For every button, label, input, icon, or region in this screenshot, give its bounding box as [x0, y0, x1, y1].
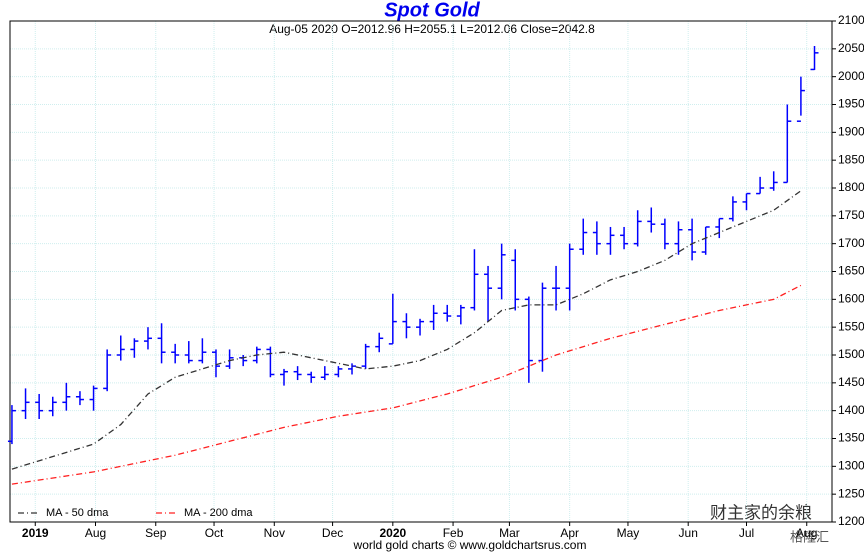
y-tick-label: 1400: [838, 403, 864, 417]
y-tick-label: 1200: [838, 514, 864, 528]
y-tick-label: 1750: [838, 208, 864, 222]
y-tick-label: 1600: [838, 292, 864, 306]
x-tick-label: Apr: [560, 526, 579, 540]
y-tick-label: 1450: [838, 375, 864, 389]
watermark: 财主家的余粮: [710, 503, 812, 522]
y-tick-label: 2100: [838, 13, 864, 27]
y-tick-label: 1250: [838, 486, 864, 500]
x-tick-label: 2020: [379, 526, 406, 540]
y-tick-label: 1350: [838, 431, 864, 445]
x-tick-label: Nov: [264, 526, 285, 540]
footer: world gold charts © www.goldchartsrus.co…: [353, 538, 587, 552]
x-tick-label: Mar: [499, 526, 520, 540]
legend-label: MA - 50 dma: [46, 507, 109, 519]
y-tick-label: 1850: [838, 152, 864, 166]
y-tick-label: 1650: [838, 264, 864, 278]
y-tick-label: 1950: [838, 97, 864, 111]
x-tick-label: Aug: [796, 526, 817, 540]
y-tick-label: 2050: [838, 41, 864, 55]
chart-subtitle: Aug-05 2020 O=2012.96 H=2055.1 L=2012.06…: [269, 22, 595, 36]
x-tick-label: Oct: [205, 526, 224, 540]
chart-title: Spot Gold: [384, 0, 480, 21]
x-tick-label: Jul: [739, 526, 754, 540]
ma-line: [11, 284, 802, 485]
y-tick-label: 1550: [838, 319, 864, 333]
y-tick-label: 1800: [838, 180, 864, 194]
ma-line: [11, 190, 802, 470]
x-tick-label: Sep: [145, 526, 167, 540]
x-tick-label: Jun: [679, 526, 698, 540]
y-tick-label: 2000: [838, 69, 864, 83]
x-tick-label: May: [617, 526, 640, 540]
x-tick-label: Dec: [322, 526, 343, 540]
y-tick-label: 1900: [838, 125, 864, 139]
x-tick-label: Aug: [85, 526, 106, 540]
x-tick-label: Feb: [443, 526, 464, 540]
watermark: 格隆汇: [790, 529, 829, 544]
plot-frame: [9, 20, 833, 523]
legend-label: MA - 200 dma: [184, 507, 253, 519]
y-tick-label: 1300: [838, 459, 864, 473]
y-tick-label: 1700: [838, 236, 864, 250]
x-tick-label: 2019: [22, 526, 49, 540]
y-tick-label: 1500: [838, 347, 864, 361]
